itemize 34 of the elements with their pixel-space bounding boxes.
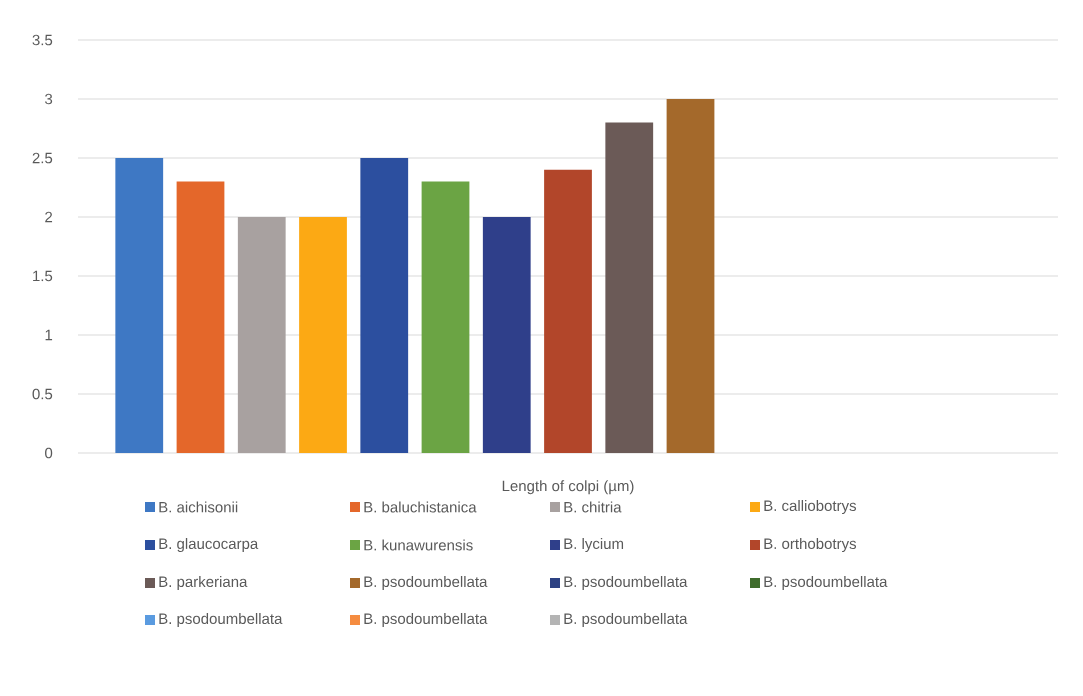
- bar: [115, 158, 164, 453]
- legend-label: B. kunawurensis: [364, 539, 473, 551]
- legend-label: B. psodoumbellata: [764, 576, 888, 590]
- legend-label: B. lycium: [564, 538, 624, 552]
- y-tick-label: 1.5: [33, 270, 53, 282]
- y-tick-label: 1: [45, 329, 53, 341]
- bar: [299, 217, 347, 453]
- legend-label: B. psodoumbellata: [364, 613, 488, 627]
- bar: [421, 181, 470, 453]
- bar: [666, 99, 715, 453]
- legend-label: B. orthobotrys: [764, 538, 857, 552]
- legend-label: B. chitria: [564, 501, 622, 513]
- y-tick-label: 0: [45, 447, 53, 459]
- legend-label: B. glaucocarpa: [159, 538, 259, 552]
- y-tick-label: 3.5: [32, 34, 53, 46]
- y-tick-label: 2: [45, 211, 53, 223]
- legend-label: B. calliobotrys: [764, 500, 856, 514]
- bar: [482, 217, 531, 453]
- y-tick-label: 2.5: [32, 152, 53, 164]
- legend-label: B. psodoumbellata: [364, 576, 488, 590]
- legend-label: B. baluchistanica: [364, 501, 477, 513]
- y-tick-label: 0.5: [32, 388, 53, 400]
- legend-label: B. aichisonii: [159, 501, 238, 513]
- bar: [176, 181, 225, 453]
- bar: [605, 122, 654, 453]
- legend-label: B. psodoumbellata: [564, 576, 688, 590]
- bar: [360, 158, 409, 453]
- legend-label: B. parkeriana: [159, 576, 248, 590]
- legend-label: B. psodoumbellata: [159, 613, 283, 627]
- bar: [544, 169, 592, 453]
- legend-label: B. psodoumbellata: [564, 613, 688, 627]
- bar: [237, 217, 286, 453]
- y-tick-label: 3: [45, 93, 53, 105]
- x-tick-label: Length of colpi (µm): [502, 480, 634, 495]
